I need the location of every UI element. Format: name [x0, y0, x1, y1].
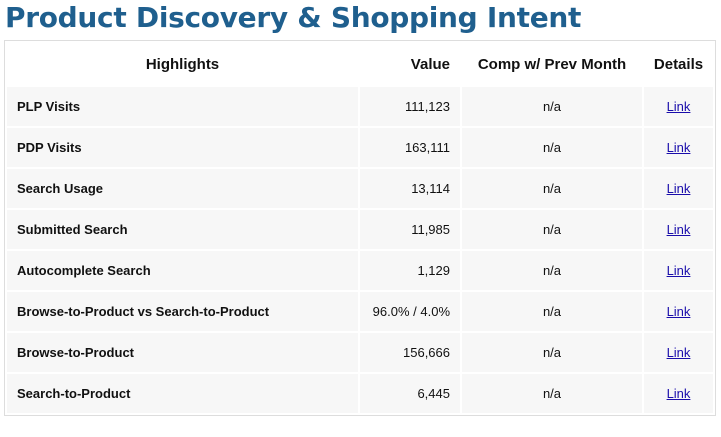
- comparison: n/a: [462, 292, 642, 331]
- details-link[interactable]: Link: [666, 181, 691, 196]
- metric-name: PDP Visits: [7, 128, 358, 167]
- cell: Link: [644, 87, 713, 126]
- comparison: n/a: [462, 128, 642, 167]
- metric-value: 1,129: [360, 251, 460, 290]
- column-header: Comp w/ Prev Month: [462, 43, 642, 85]
- table-body: PLP Visits 111,123 n/a Link PDP Visits 163,11…: [7, 87, 713, 413]
- cell: Link: [644, 333, 713, 372]
- metric-value: 163,111: [360, 128, 460, 167]
- details-link[interactable]: Link: [666, 345, 691, 360]
- comparison: n/a: [462, 251, 642, 290]
- metric-name: Search-to-Product: [7, 374, 358, 413]
- details-link[interactable]: Link: [666, 304, 691, 319]
- metric-name: Autocomplete Search: [7, 251, 358, 290]
- metric-value: 111,123: [360, 87, 460, 126]
- comparison: n/a: [462, 374, 642, 413]
- details-link[interactable]: Link: [666, 263, 691, 278]
- details-link[interactable]: Link: [666, 222, 691, 237]
- page-title: Product Discovery & Shopping Intent: [5, 1, 582, 34]
- cell: Link: [644, 128, 713, 167]
- metric-name: Submitted Search: [7, 210, 358, 249]
- comparison: n/a: [462, 210, 642, 249]
- table-row: PDP Visits 163,111 n/a Link: [7, 128, 713, 167]
- table-row: Autocomplete Search 1,129 n/a Link: [7, 251, 713, 290]
- comparison: n/a: [462, 87, 642, 126]
- metric-value: 156,666: [360, 333, 460, 372]
- metric-value: 11,985: [360, 210, 460, 249]
- metric-value: 13,114: [360, 169, 460, 208]
- column-header: Value: [360, 43, 460, 85]
- metric-value: 96.0% / 4.0%: [360, 292, 460, 331]
- metric-value: 6,445: [360, 374, 460, 413]
- comparison: n/a: [462, 169, 642, 208]
- details-link[interactable]: Link: [666, 386, 691, 401]
- table-row: Search Usage 13,114 n/a Link: [7, 169, 713, 208]
- table-row: PLP Visits 111,123 n/a Link: [7, 87, 713, 126]
- table-row: Submitted Search 11,985 n/a Link: [7, 210, 713, 249]
- details-link[interactable]: Link: [666, 99, 691, 114]
- table-row: Browse-to-Product 156,666 n/a Link: [7, 333, 713, 372]
- cell: Link: [644, 210, 713, 249]
- metric-name: PLP Visits: [7, 87, 358, 126]
- table-container: Highlights Value Comp w/ Prev Month Details…: [4, 40, 716, 416]
- cell: Link: [644, 251, 713, 290]
- metric-name: Search Usage: [7, 169, 358, 208]
- details-link[interactable]: Link: [666, 140, 691, 155]
- comparison: n/a: [462, 333, 642, 372]
- highlights-table: Highlights Value Comp w/ Prev Month Details…: [5, 41, 715, 415]
- column-header: Highlights: [7, 43, 358, 85]
- cell: Link: [644, 169, 713, 208]
- header-row: Highlights Value Comp w/ Prev Month Details: [7, 43, 713, 85]
- metric-name: Browse-to-Product vs Search-to-Product: [7, 292, 358, 331]
- cell: Link: [644, 292, 713, 331]
- table-row: Search-to-Product 6,445 n/a Link: [7, 374, 713, 413]
- metric-name: Browse-to-Product: [7, 333, 358, 372]
- cell: Link: [644, 374, 713, 413]
- table-row: Browse-to-Product vs Search-to-Product 96…: [7, 292, 713, 331]
- column-header: Details: [644, 43, 713, 85]
